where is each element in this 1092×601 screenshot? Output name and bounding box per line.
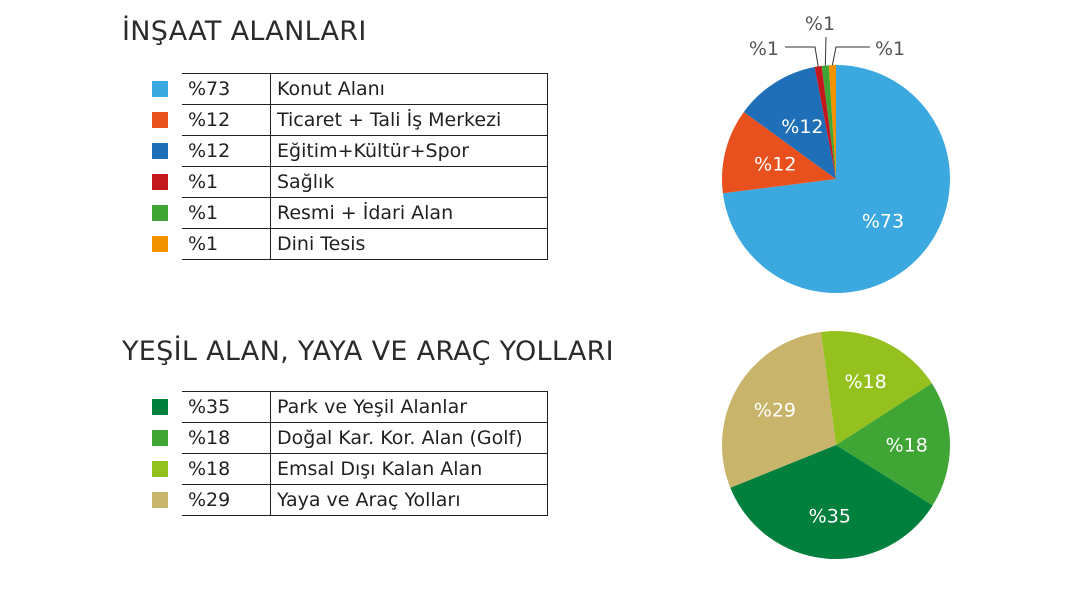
legend-label: Eğitim+Kültür+Spor (270, 135, 548, 167)
pie-slice-label: %73 (862, 211, 904, 233)
legend-percent: %1 (182, 166, 271, 198)
pie-slice (743, 67, 836, 179)
legend-swatch (152, 112, 168, 128)
callout-leader-line (831, 46, 870, 66)
legend-swatch-cell (152, 454, 182, 485)
construction-legend-row: %1 Sağlık (152, 166, 548, 198)
legend-label: Yaya ve Araç Yolları (270, 484, 548, 516)
legend-label: Dini Tesis (270, 228, 548, 260)
pie-chart-green-areas: %35 %18 %18 %29 (721, 330, 950, 560)
legend-percent: %12 (182, 135, 271, 167)
construction-legend-row: %12 Ticaret + Tali İş Merkezi (152, 104, 548, 136)
pie-slice (821, 65, 836, 179)
legend-swatch (152, 174, 168, 190)
pie-slice-callout-label: %1 (749, 38, 779, 60)
legend-table-construction: %73 Konut Alanı %12 Ticaret + Tali İş Merke… (152, 73, 548, 260)
pie-slice (814, 65, 836, 179)
legend-table-green-areas: %35 Park ve Yeşil Alanlar %18 Doğal Kar. Ko… (152, 391, 548, 516)
pie-slice-label: %12 (781, 116, 823, 138)
section-title-construction: İNŞAAT ALANLARI (122, 16, 367, 47)
legend-swatch-cell (152, 105, 182, 136)
pie-slice-label: %35 (809, 505, 851, 527)
legend-swatch-cell (152, 392, 182, 423)
green-legend-row: %18 Emsal Dışı Kalan Alan (152, 453, 548, 485)
legend-label: Ticaret + Tali İş Merkezi (270, 104, 548, 136)
pie-slice (722, 111, 836, 194)
green-legend-row: %18 Doğal Kar. Kor. Alan (Golf) (152, 422, 548, 454)
legend-label: Resmi + İdari Alan (270, 197, 548, 229)
construction-legend-row: %1 Resmi + İdari Alan (152, 197, 548, 229)
construction-legend-row: %12 Eğitim+Kültür+Spor (152, 135, 548, 167)
legend-swatch (152, 236, 168, 252)
legend-swatch (152, 81, 168, 97)
legend-swatch-cell (152, 198, 182, 229)
pie-slice-label: %18 (844, 371, 886, 393)
pie-slice (722, 65, 951, 293)
legend-percent: %18 (182, 453, 271, 485)
pie-slice-callout-label: %1 (875, 38, 905, 60)
legend-swatch-cell (152, 136, 182, 167)
legend-percent: %35 (182, 391, 271, 423)
pie-slice-label: %29 (754, 399, 796, 421)
legend-label: Konut Alanı (270, 73, 548, 105)
legend-label: Sağlık (270, 166, 548, 198)
legend-percent: %1 (182, 197, 271, 229)
legend-percent: %1 (182, 228, 271, 260)
legend-swatch (152, 399, 168, 415)
legend-swatch (152, 205, 168, 221)
pie-slice (828, 64, 836, 179)
legend-swatch-cell (152, 74, 182, 105)
pie-slice-label: %18 (886, 435, 928, 457)
pie-slice (820, 330, 932, 445)
legend-swatch (152, 492, 168, 508)
legend-label: Emsal Dışı Kalan Alan (270, 453, 548, 485)
legend-percent: %29 (182, 484, 271, 516)
pie-slice-label: %12 (754, 153, 796, 175)
construction-legend-row: %1 Dini Tesis (152, 228, 548, 260)
pie-slice-callout-label: %1 (805, 13, 835, 35)
legend-swatch-cell (152, 485, 182, 516)
pie-slice (836, 383, 950, 506)
legend-swatch (152, 430, 168, 446)
pie-slice (721, 332, 836, 488)
legend-label: Doğal Kar. Kor. Alan (Golf) (270, 422, 548, 454)
green-legend-row: %29 Yaya ve Araç Yolları (152, 484, 548, 516)
legend-swatch-cell (152, 167, 182, 198)
legend-swatch (152, 461, 168, 477)
legend-swatch-cell (152, 229, 182, 260)
callout-leader-line (824, 36, 827, 66)
callout-leader-line (785, 46, 819, 67)
pie-slice (730, 445, 933, 560)
legend-swatch-cell (152, 423, 182, 454)
legend-swatch (152, 143, 168, 159)
section-title-green-areas: YEŞİL ALAN, YAYA VE ARAÇ YOLLARI (122, 336, 614, 367)
pie-chart-construction: %73 %12 %12 %1 %1 %1 (722, 13, 951, 293)
